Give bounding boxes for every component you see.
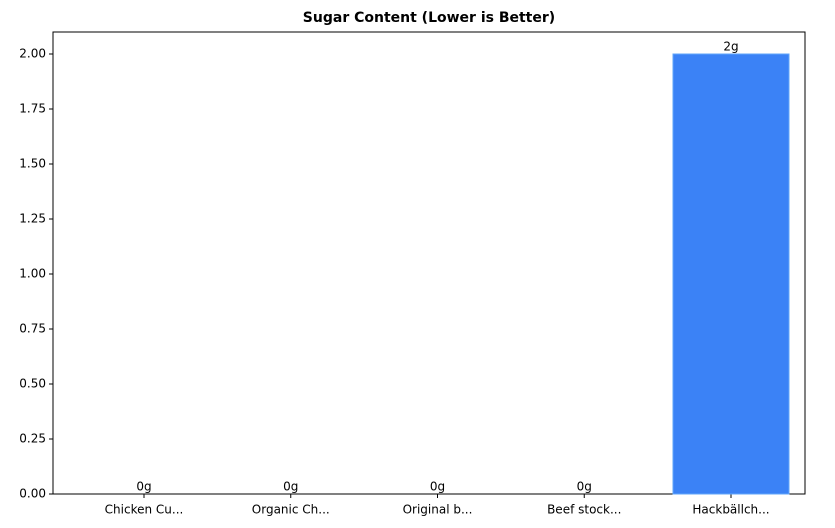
value-label: 2g bbox=[723, 40, 738, 54]
x-tick-label: Chicken Cu... bbox=[105, 503, 184, 517]
x-tick-label: Beef stock... bbox=[547, 503, 621, 517]
x-tick-label: Hackbällch... bbox=[692, 503, 769, 517]
x-tick-label: Original b... bbox=[403, 503, 473, 517]
y-tick-label: 1.25 bbox=[19, 212, 46, 226]
bar bbox=[672, 53, 790, 495]
x-tick-label: Organic Ch... bbox=[252, 503, 330, 517]
value-label: 0g bbox=[136, 480, 151, 494]
y-tick-label: 0.75 bbox=[19, 322, 46, 336]
y-tick-label: 0.50 bbox=[19, 377, 46, 391]
y-tick-label: 1.75 bbox=[19, 102, 46, 116]
y-tick-label: 1.50 bbox=[19, 157, 46, 171]
y-tick-label: 2.00 bbox=[19, 47, 46, 61]
y-tick-label: 0.00 bbox=[19, 487, 46, 501]
value-label: 0g bbox=[283, 480, 298, 494]
chart-title: Sugar Content (Lower is Better) bbox=[303, 10, 555, 26]
y-tick-label: 1.00 bbox=[19, 267, 46, 281]
plot-frame bbox=[52, 31, 806, 495]
y-tick-label: 0.25 bbox=[19, 432, 46, 446]
value-label: 0g bbox=[577, 480, 592, 494]
value-label: 0g bbox=[430, 480, 445, 494]
